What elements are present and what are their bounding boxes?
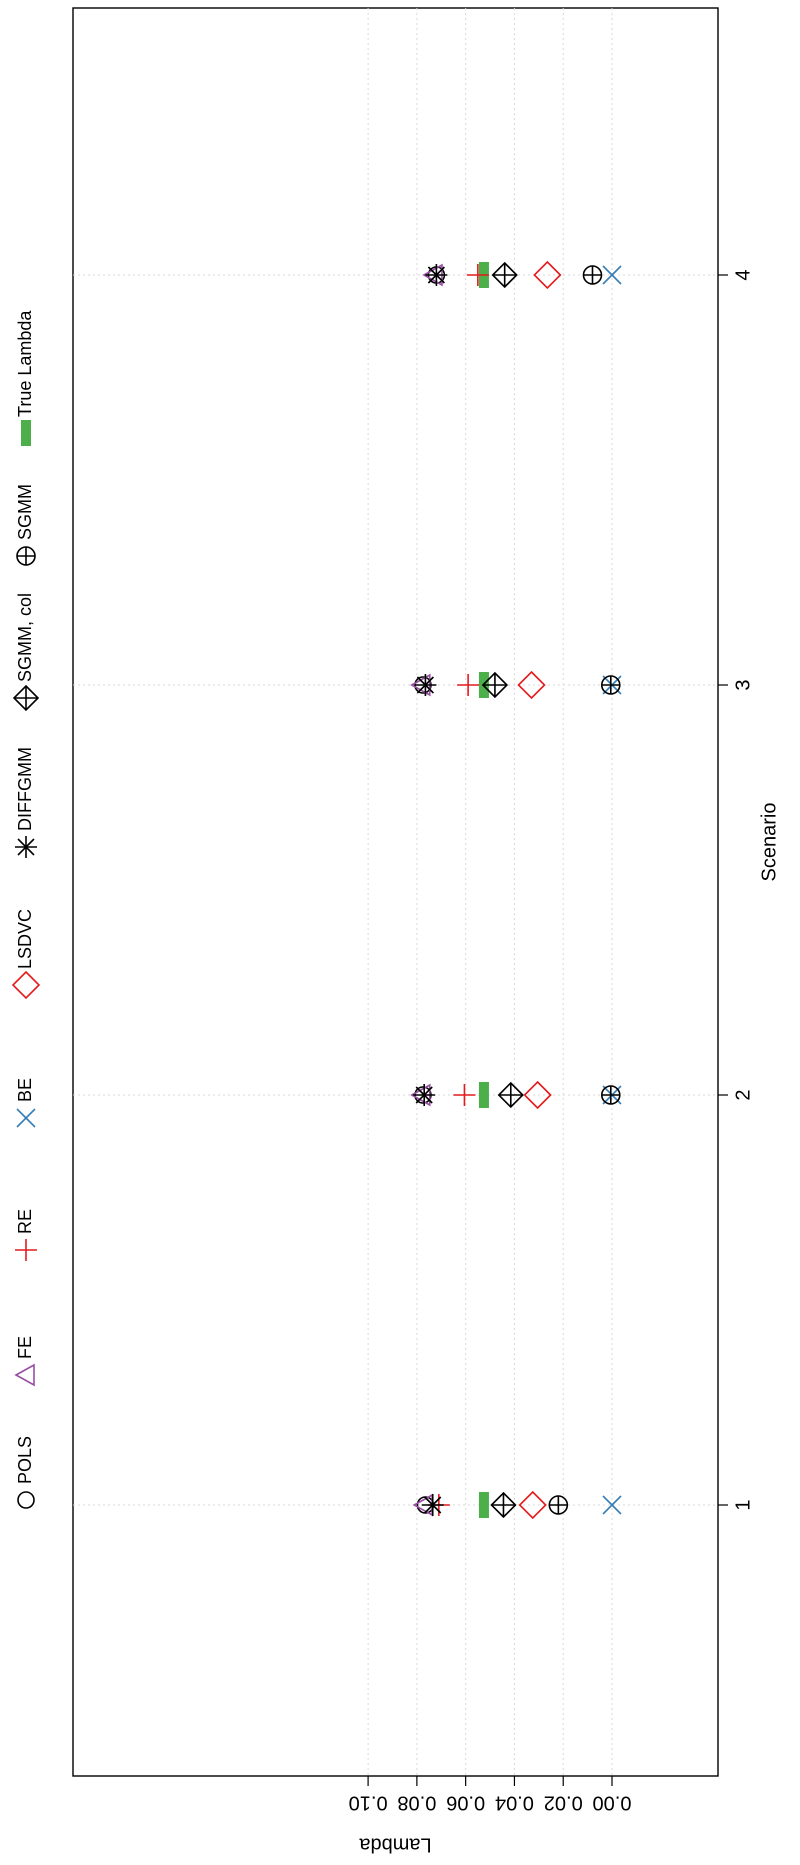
legend-marker-diffgmm (15, 836, 37, 858)
legend-marker-lsdvc (11, 970, 41, 1000)
lambda-tick-label: 0.06 (446, 1792, 485, 1814)
point-diffgmm (414, 674, 437, 696)
point-diffgmm (421, 1494, 444, 1516)
legend: POLS FE RE BE LSDVC DIFFGMM SGMM, col SGMM True … (11, 310, 41, 1509)
point-re (453, 1084, 476, 1106)
legend-label: POLS (15, 1436, 35, 1484)
legend-label: LSDVC (15, 909, 35, 969)
data-points (410, 260, 622, 1520)
point-diffgmm (425, 264, 448, 286)
scenario-tick-label: 1 (732, 1499, 754, 1510)
legend-marker-fe (14, 1363, 35, 1387)
point-sgmm (600, 1085, 621, 1105)
point-diffgmm (413, 1084, 436, 1106)
legend-label: RE (15, 1209, 35, 1234)
point-lsdvc (523, 1080, 552, 1110)
lambda-tick-label: 0.10 (349, 1792, 388, 1814)
point-sgmm-col (491, 261, 518, 289)
y-axis-label: Lambda (358, 1834, 431, 1856)
point-sgmm (548, 1495, 569, 1515)
legend-marker-be (16, 1108, 36, 1128)
point-sgmm-col (497, 1081, 524, 1109)
lambda-tick-label: 0.08 (397, 1792, 436, 1814)
legend-marker-pols (17, 1491, 35, 1509)
point-true-lambda (478, 1492, 489, 1518)
legend-label: DIFFGMM (15, 747, 35, 831)
point-sgmm-col (490, 1491, 517, 1519)
scenario-tick-label: 3 (732, 679, 754, 690)
point-lsdvc (518, 1490, 547, 1520)
axis-ticks: 0.00 0.02 0.04 0.06 0.08 0.10 1 2 3 4 (349, 269, 755, 1813)
lambda-tick-label: 0.00 (593, 1792, 632, 1814)
legend-label: SGMM, col (15, 593, 35, 682)
point-lsdvc (517, 670, 546, 700)
lambda-tick-label: 0.02 (544, 1792, 583, 1814)
legend-label: BE (15, 1078, 35, 1102)
point-true-lambda (478, 1082, 489, 1108)
point-re (466, 264, 489, 286)
plot-frame (72, 7, 719, 1777)
point-be (602, 1495, 622, 1515)
legend-label: True Lambda (15, 310, 35, 417)
point-sgmm (600, 675, 621, 695)
legend-marker-sgmm (16, 546, 36, 566)
point-sgmm (582, 265, 603, 285)
scenario-tick-label: 2 (732, 1089, 754, 1100)
x-axis-label: Scenario (758, 803, 780, 882)
scenario-tick-label: 4 (732, 269, 754, 280)
lambda-tick-label: 0.04 (495, 1792, 534, 1814)
point-re (457, 674, 480, 696)
legend-marker-sgmm-col (12, 684, 40, 712)
point-sgmm-col (481, 671, 509, 699)
legend-label: SGMM (15, 484, 35, 540)
legend-marker-re (15, 1239, 37, 1261)
legend-marker-true-lambda (21, 420, 31, 446)
point-lsdvc (533, 260, 562, 290)
grid-lines (73, 8, 718, 1776)
legend-label: FE (15, 1336, 35, 1359)
point-be (602, 265, 622, 285)
